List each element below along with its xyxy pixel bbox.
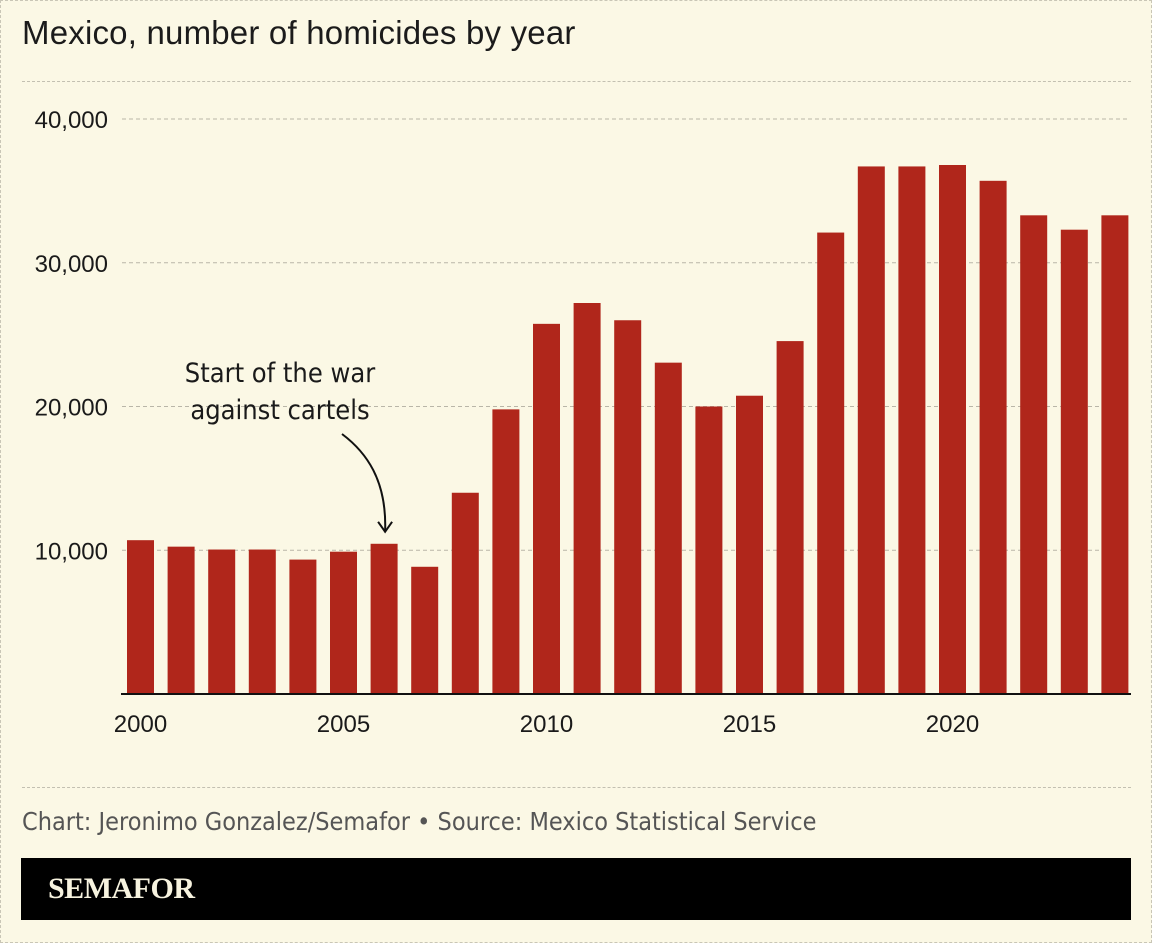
- bar: [370, 543, 398, 694]
- x-tick-label: 2000: [114, 711, 167, 738]
- bar: [451, 492, 479, 694]
- y-tick-label: 10,000: [35, 538, 108, 565]
- brand-logo: SEMAFOR: [48, 872, 195, 905]
- y-tick-label: 40,000: [35, 107, 108, 134]
- x-tick-label: 2020: [926, 711, 979, 738]
- bar: [898, 166, 926, 694]
- bar: [127, 540, 154, 694]
- bar: [857, 166, 885, 694]
- bar: [248, 549, 276, 694]
- x-tick-label: 2015: [723, 711, 776, 738]
- bar: [1060, 229, 1088, 694]
- bar: [654, 362, 682, 694]
- footer-separator: [22, 787, 1131, 788]
- bar: [208, 549, 236, 694]
- y-tick-label: 20,000: [35, 395, 108, 422]
- bar: [817, 232, 845, 694]
- bar: [289, 559, 317, 694]
- bar: [573, 303, 601, 694]
- bar: [1101, 215, 1129, 694]
- annotation-arrowhead: [377, 521, 393, 534]
- bar: [939, 165, 966, 694]
- bar: [1020, 215, 1048, 694]
- bar: [330, 551, 357, 694]
- bar: [776, 341, 804, 694]
- bar: [695, 406, 723, 694]
- annotation-text: against cartels: [190, 395, 369, 426]
- bar: [492, 409, 520, 694]
- bar: [411, 566, 439, 694]
- annotation-arrow: [341, 433, 387, 532]
- x-tick-label: 2010: [520, 711, 573, 738]
- chart-title: Mexico, number of homicides by year: [22, 14, 576, 51]
- annotation-text: Start of the war: [185, 358, 375, 389]
- bar: [979, 180, 1007, 694]
- bar: [614, 320, 642, 694]
- brand-bar: SEMAFOR: [21, 858, 1131, 920]
- bar: [736, 395, 763, 694]
- x-tick-label: 2005: [317, 711, 370, 738]
- title-separator: [22, 81, 1131, 82]
- bar-chart: 10,000 20,000 30,000 40,000 2000 2005 2010 2015…: [35, 107, 1131, 738]
- bar: [167, 546, 195, 694]
- y-tick-label: 30,000: [35, 251, 108, 278]
- chart-credit: Chart: Jeronimo Gonzalez/Semafor • Sourc…: [22, 807, 817, 836]
- bar: [533, 323, 560, 694]
